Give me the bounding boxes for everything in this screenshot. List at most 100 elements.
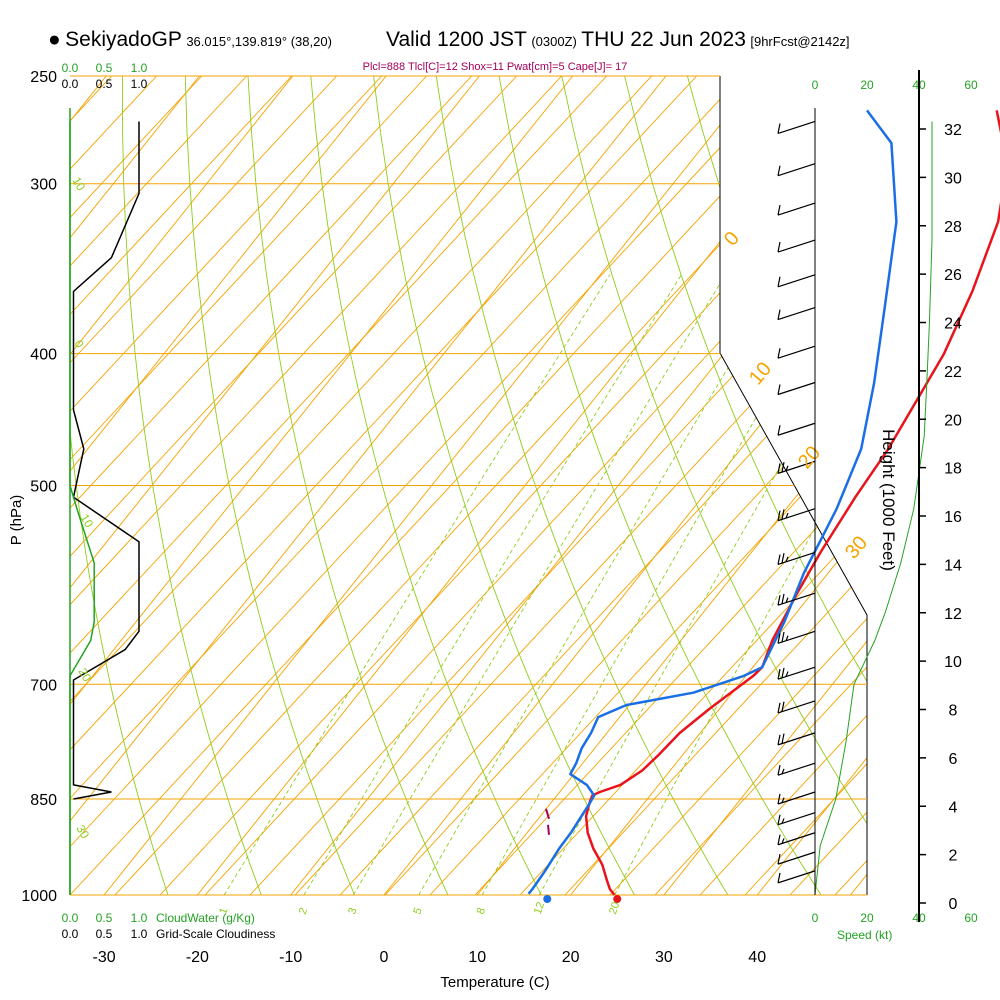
valid-time: Valid 1200 JST (0300Z) THU 22 Jun 2023 [… xyxy=(386,28,850,52)
cloud-water-axis-tick: 1.0 xyxy=(131,911,148,925)
wind-barb-flag xyxy=(785,635,789,641)
height-tick-label: 10 xyxy=(944,654,962,671)
height-tick-label: 30 xyxy=(944,170,962,187)
wind-barb-flag xyxy=(781,701,785,712)
wind-barb-flag xyxy=(781,667,785,678)
mixing-ratio-line xyxy=(418,274,785,895)
wind-barb-shaft xyxy=(777,307,816,321)
temperature-tick-label: -20 xyxy=(186,949,209,966)
wind-barb-flag xyxy=(781,593,785,605)
wind-barb xyxy=(777,239,816,253)
dry-adiabat xyxy=(122,76,262,895)
wind-barb-flag xyxy=(781,838,785,844)
diagonal-grid-line xyxy=(70,76,427,895)
height-tick-label: 0 xyxy=(949,896,958,913)
wind-barb-flag xyxy=(781,733,785,744)
temperature-profile-line xyxy=(584,110,1000,896)
wind-barb-shaft xyxy=(777,832,816,846)
wind-barb-flag xyxy=(777,814,781,825)
cloud-water-label: CloudWater (g/Kg) xyxy=(156,911,255,925)
cloudiness-axis-tick: 0.0 xyxy=(62,927,79,941)
y-axis-label: P (hPa) xyxy=(8,495,25,546)
pressure-tick-label: 250 xyxy=(30,69,57,86)
wind-barb-shaft xyxy=(777,163,816,177)
wind-barb-flag xyxy=(777,463,781,474)
wind-barb-shaft xyxy=(777,732,816,746)
dry-adiabat xyxy=(70,76,169,895)
plot-border xyxy=(719,76,868,895)
isotherm-line xyxy=(663,76,867,895)
wind-barb xyxy=(777,163,816,177)
pressure-tick-label: 300 xyxy=(30,177,57,194)
wind-barb-flag xyxy=(777,765,781,776)
isotherm-line xyxy=(70,76,200,895)
wind-barb-flag xyxy=(777,595,781,606)
wind-barb-flag xyxy=(781,509,785,520)
height-tick-label: 4 xyxy=(949,799,958,816)
wind-barb-flag xyxy=(781,553,785,564)
wind-barb xyxy=(777,274,816,288)
diagonal-grid-line xyxy=(70,76,292,895)
cloudiness-axis-tick: 0.0 xyxy=(62,77,79,91)
height-tick-label: 16 xyxy=(944,509,962,526)
pressure-tick-label: 400 xyxy=(30,347,57,364)
dry-adiabat xyxy=(435,76,729,895)
dry-adiabat xyxy=(310,76,542,895)
wind-barb-shaft xyxy=(777,851,816,865)
wind-barb xyxy=(777,202,816,216)
pressure-tick-label: 1000 xyxy=(21,888,57,905)
wind-barb-shaft xyxy=(777,274,816,288)
height-tick-label: 28 xyxy=(944,219,962,236)
wind-speed-axis-tick: 60 xyxy=(964,911,978,925)
wind-barb xyxy=(777,870,816,884)
temperature-tick-label: 40 xyxy=(748,949,766,966)
lcl-marker xyxy=(547,824,550,835)
wind-barb-flag xyxy=(777,384,781,395)
diagonal-grid-line xyxy=(925,76,1000,895)
height-tick-label: 12 xyxy=(944,606,962,623)
wind-barb xyxy=(777,422,816,436)
cloudiness-axis-tick: 0.5 xyxy=(96,77,113,91)
wind-speed-axis-tick: 20 xyxy=(860,78,874,92)
wind-barb xyxy=(777,732,816,746)
diagonal-grid-line xyxy=(609,76,867,895)
diagonal-grid-line xyxy=(654,76,867,895)
wind-barb-shaft xyxy=(777,551,816,566)
wind-speed-axis-tick: 0 xyxy=(812,78,819,92)
diagonal-grid-line xyxy=(70,76,337,895)
wind-barb xyxy=(777,345,816,359)
wind-barb-shaft xyxy=(777,345,816,359)
height-tick-label: 26 xyxy=(944,267,962,284)
wind-barb-flag xyxy=(777,425,781,436)
isotherm-line xyxy=(756,76,867,895)
wind-barb-flag xyxy=(777,123,781,134)
surface-temperature-dot xyxy=(613,895,622,903)
height-tick-label: 8 xyxy=(949,703,958,720)
wind-barb-shaft xyxy=(777,870,816,884)
station-dot-icon: ● xyxy=(48,28,61,51)
station-coords: 36.015°,139.819° (38,20) xyxy=(186,34,332,49)
wind-barb xyxy=(777,592,816,606)
valid-label: Valid 1200 JST xyxy=(386,28,527,51)
temperature-tick-label: -30 xyxy=(93,949,116,966)
height-tick-label: 2 xyxy=(949,848,958,865)
dry-adiabat xyxy=(247,76,449,895)
isotherm-line xyxy=(944,76,1000,895)
wind-barb-flag xyxy=(777,348,781,359)
wind-speed-profile-line xyxy=(814,121,933,896)
wind-barb xyxy=(777,460,816,474)
wind-barb xyxy=(777,851,816,865)
wind-barb-flag xyxy=(777,309,781,320)
cloud-water-profile-line xyxy=(69,121,95,895)
wind-barb xyxy=(777,307,816,321)
wind-barb-shaft xyxy=(777,812,816,826)
dry-adiabat xyxy=(561,76,867,895)
mixing-ratio-label: 2 xyxy=(297,906,310,916)
chart-header: ● SekiyadoGP 36.015°,139.819° (38,20) xyxy=(48,28,332,52)
temperature-tick-label: 0 xyxy=(380,949,389,966)
pressure-tick-label: 850 xyxy=(30,792,57,809)
wind-barb-shaft xyxy=(777,422,816,436)
wind-barb-shaft xyxy=(777,630,816,644)
wind-barb-flag xyxy=(785,556,789,563)
wind-barb-flag xyxy=(777,204,781,216)
